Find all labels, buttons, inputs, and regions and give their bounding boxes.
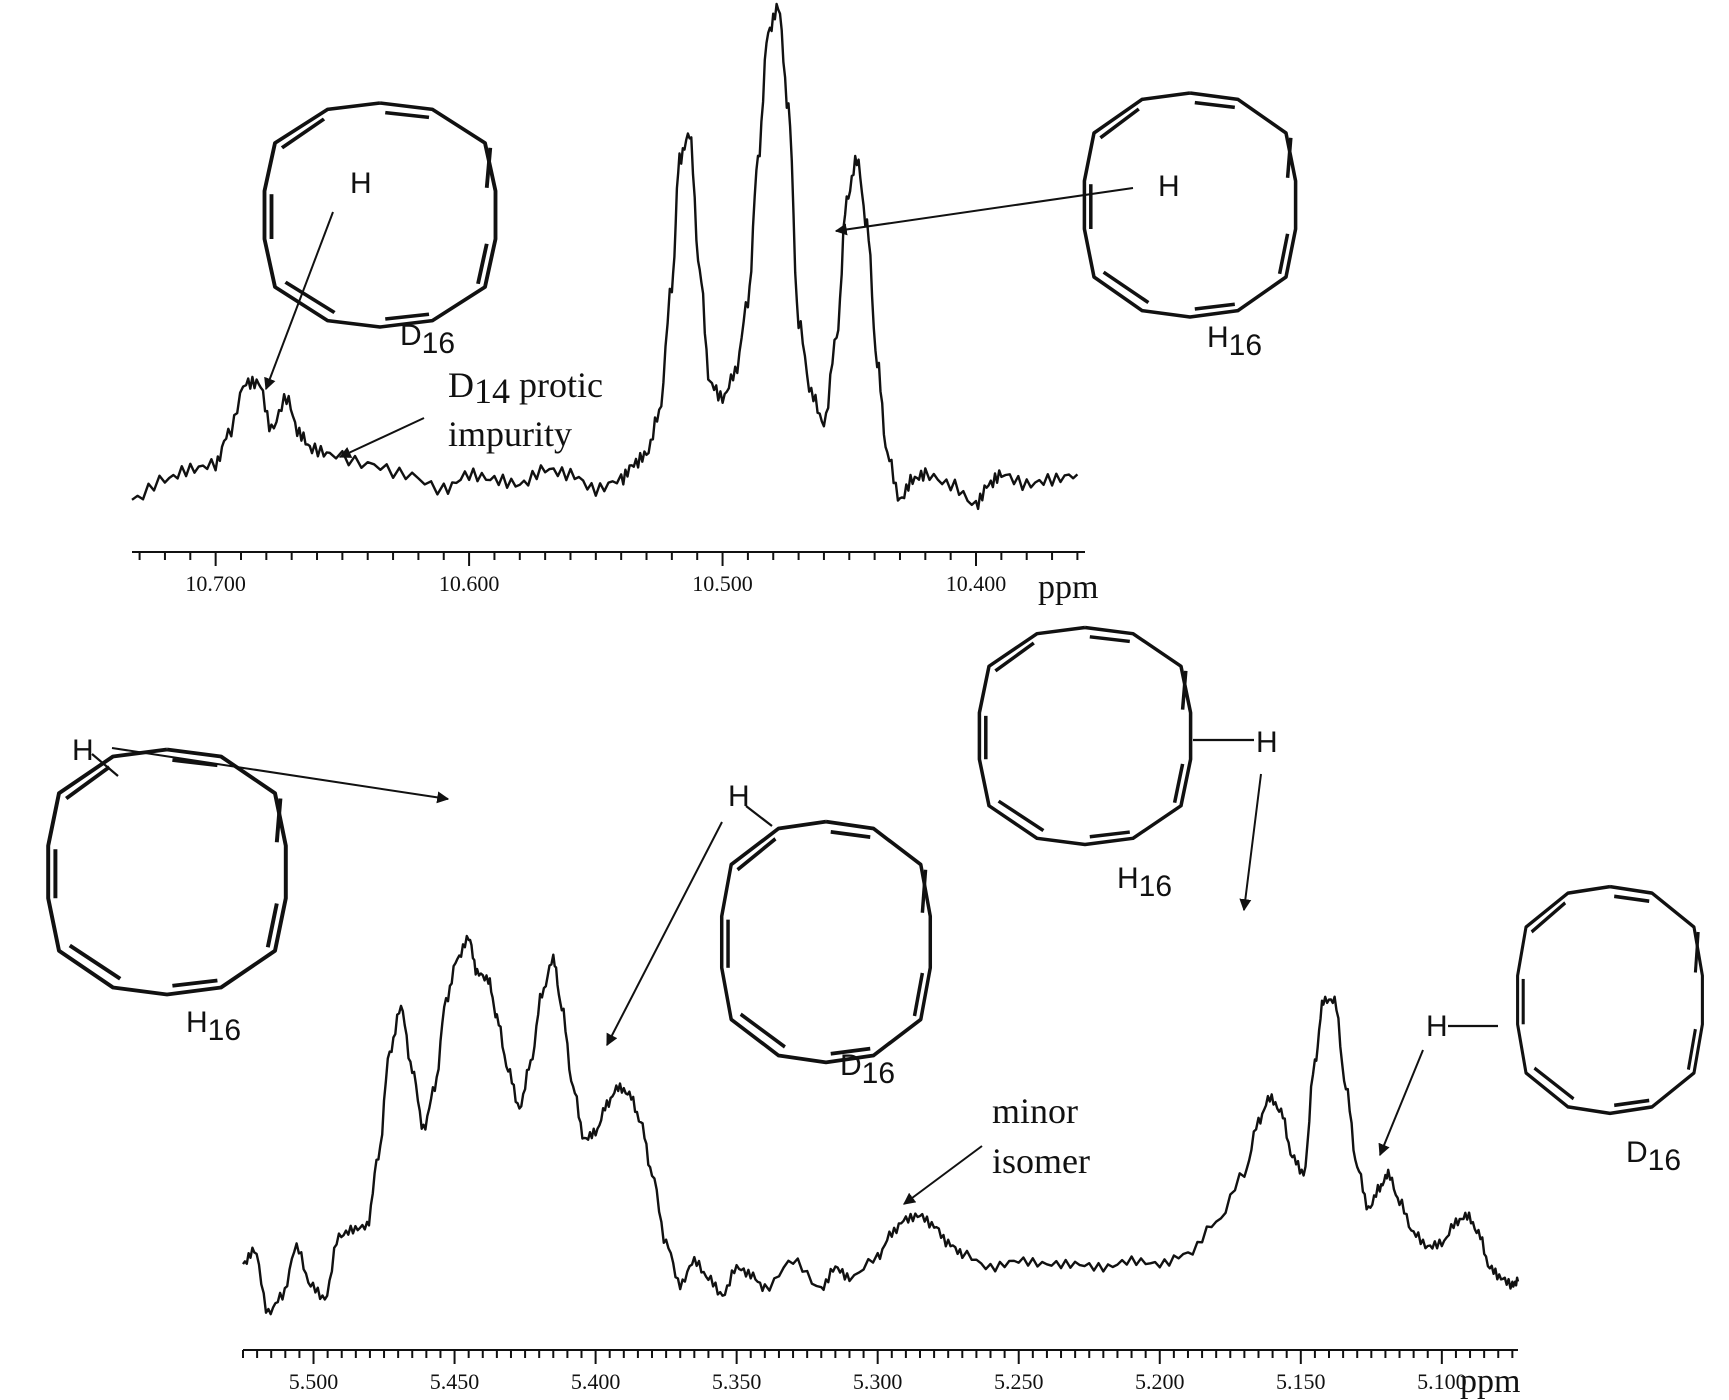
svg-text:D16: D16 <box>1626 1136 1681 1177</box>
x-tick-label: 10.600 <box>439 571 500 596</box>
minor-isomer-annotation: minor isomer <box>903 1091 1090 1205</box>
molecule-d16-top: H D16 <box>262 101 498 391</box>
svg-text:D16: D16 <box>400 319 455 360</box>
d16-bottom-right-arrow <box>1378 1049 1424 1157</box>
top-x-ticks: 10.700 10.600 10.500 10.400 <box>138 552 1079 596</box>
proton-label: H <box>1158 170 1180 203</box>
x-tick-label: 10.500 <box>692 571 753 596</box>
molecule-h16-top: H H16 <box>834 91 1298 362</box>
d16-top-arrow <box>264 211 334 391</box>
d14-impurity-annotation: D14 protic impurity <box>338 365 603 458</box>
h16-top-arrow <box>834 187 1134 236</box>
x-tick-label: 5.150 <box>1276 1369 1326 1394</box>
bottom-x-ticks: 5.500 5.450 5.400 5.350 5.300 5.250 5.200 5.150… <box>242 1350 1514 1394</box>
minor-isomer-arrow <box>903 1145 983 1205</box>
x-tick-label: 5.500 <box>289 1369 339 1394</box>
molecule-h16-bottom-left: H H16 <box>46 734 450 1047</box>
x-tick-label: 5.450 <box>430 1369 480 1394</box>
h16-bottom-left-arrow <box>111 747 450 804</box>
molecule-d16-bottom-middle: H D16 <box>606 780 933 1090</box>
svg-text:minor: minor <box>992 1091 1078 1131</box>
svg-text:H16: H16 <box>1117 862 1172 903</box>
x-tick-label: 10.700 <box>185 571 246 596</box>
x-tick-label: 5.300 <box>853 1369 903 1394</box>
impurity-label: impurity <box>448 414 572 454</box>
svg-text:D14 protic: D14 protic <box>448 365 603 411</box>
x-tick-label: 10.400 <box>946 571 1007 596</box>
bottom-spectrum-trace <box>242 934 1520 1316</box>
molecule-d16-bottom-right: H D16 <box>1378 884 1705 1177</box>
molecule-h16-bottom-right: H H16 <box>977 625 1278 912</box>
x-tick-label: 5.100 <box>1417 1369 1467 1394</box>
x-tick-label: 5.400 <box>571 1369 621 1394</box>
proton-label: H <box>350 167 372 200</box>
top-spectrum-trace <box>131 2 1079 511</box>
x-tick-label: 5.250 <box>994 1369 1044 1394</box>
proton-label: H <box>1426 1010 1448 1043</box>
proton-label: H <box>728 780 750 813</box>
h16-bottom-right-arrow <box>1239 773 1262 912</box>
svg-text:isomer: isomer <box>992 1141 1090 1181</box>
top-spectrum: 10.700 10.600 10.500 10.400 ppm D14 protic … <box>131 2 1298 606</box>
svg-text:D16: D16 <box>840 1049 895 1090</box>
bottom-spectrum: 5.500 5.450 5.400 5.350 5.300 5.250 5.200 5.150… <box>46 625 1705 1400</box>
proton-label: H <box>72 734 94 767</box>
x-tick-label: 5.200 <box>1135 1369 1185 1394</box>
bottom-x-axis-label: ppm <box>1460 1363 1520 1400</box>
x-tick-label: 5.350 <box>712 1369 762 1394</box>
svg-text:H16: H16 <box>1207 321 1262 362</box>
proton-label: H <box>1256 726 1278 759</box>
d16-bottom-middle-arrow <box>606 821 723 1047</box>
impurity-arrow <box>338 417 425 458</box>
top-x-axis-label: ppm <box>1038 569 1098 606</box>
svg-text:H16: H16 <box>186 1006 241 1047</box>
